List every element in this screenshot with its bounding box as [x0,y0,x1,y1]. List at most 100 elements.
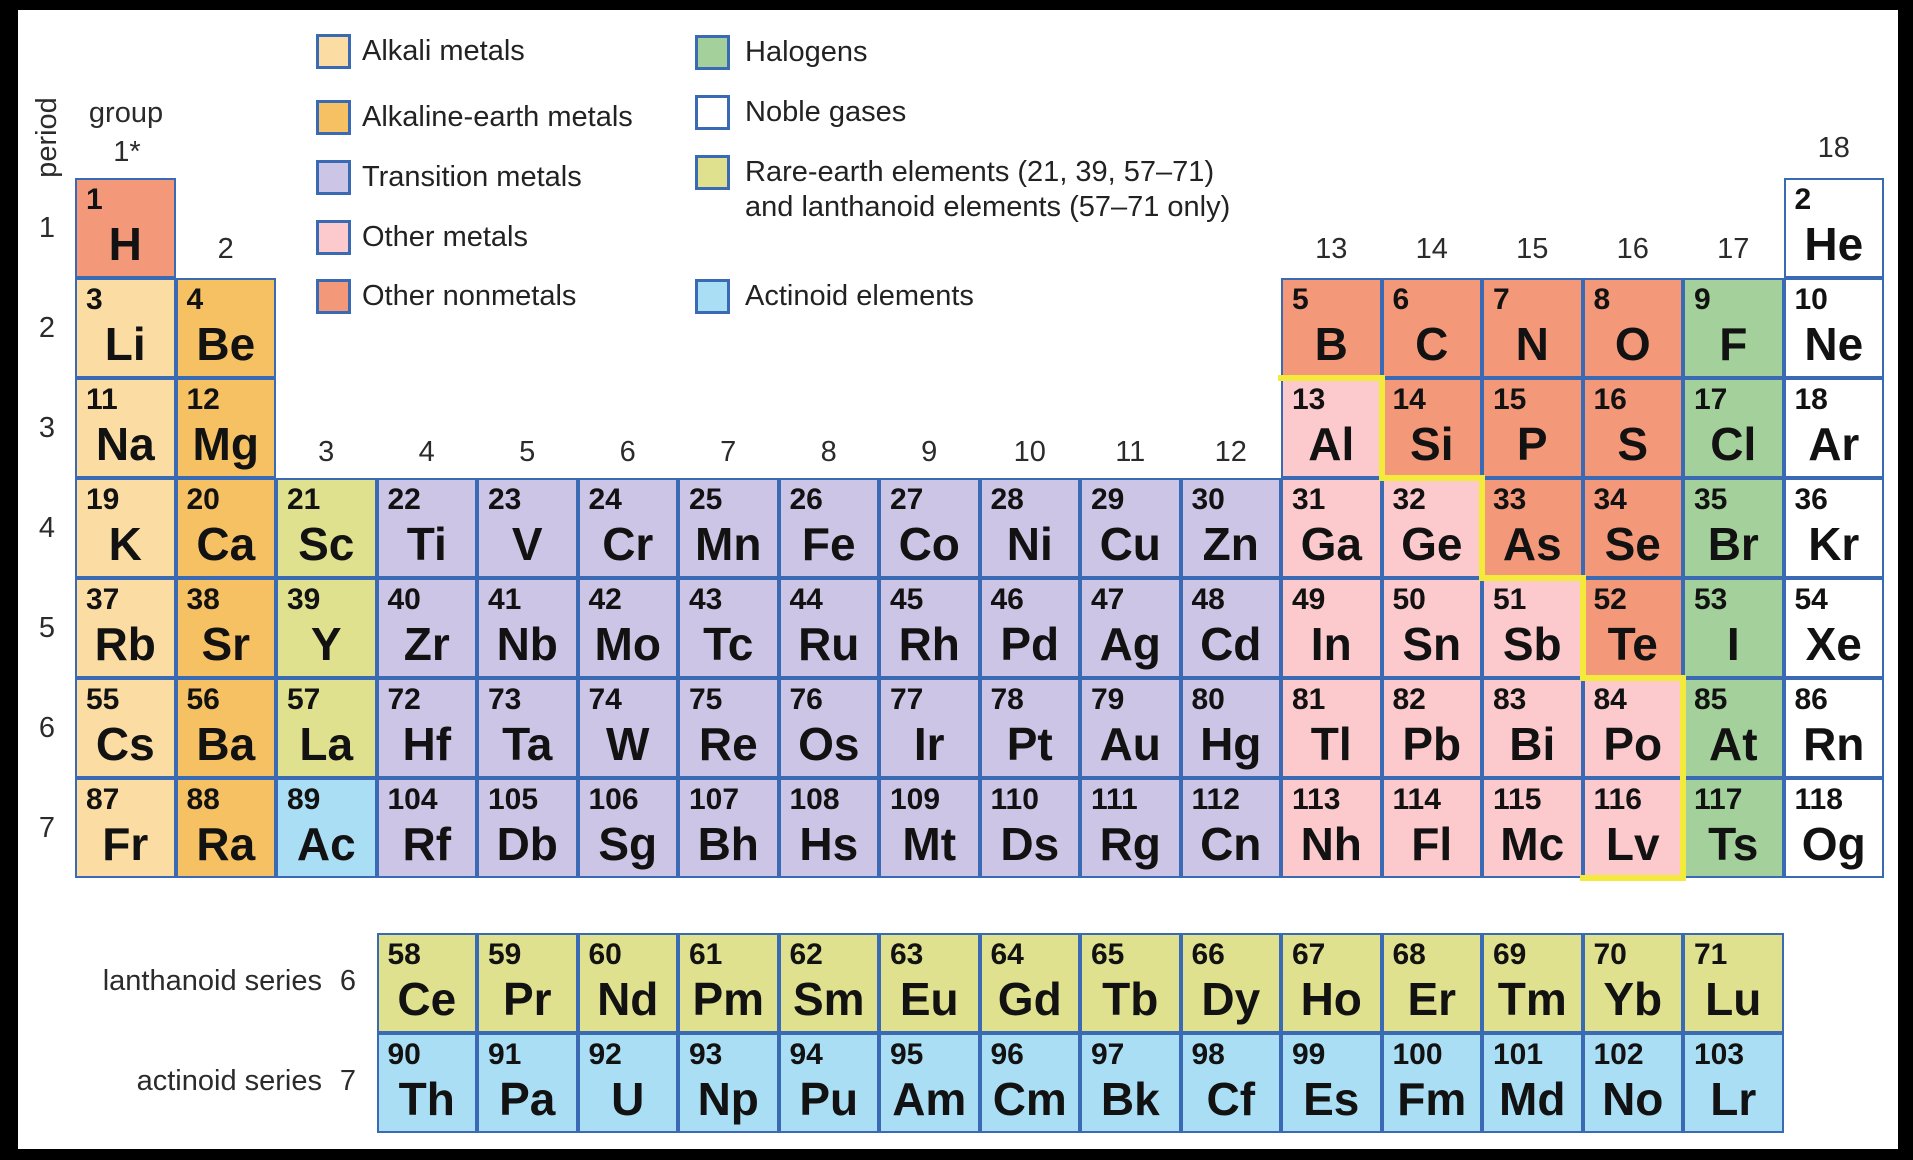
element-cell-P: 15 P [1482,378,1583,478]
atomic-number: 72 [387,683,421,716]
element-cell-Nb: 41 Nb [477,578,578,678]
element-cell-Yb: 70 Yb [1582,933,1683,1033]
atomic-number: 54 [1794,583,1828,616]
group-header-11: 11 [1115,436,1146,468]
legend-swatch-actinoid [695,278,730,314]
group-header-13: 13 [1315,233,1348,265]
element-symbol: Y [310,618,342,670]
element-cell-Ta: 73 Ta [477,678,578,778]
element-symbol: Ar [1808,418,1860,470]
element-symbol: Rn [1803,718,1865,770]
group-header-10: 10 [1013,436,1046,468]
element-cell-Ga: 31 Ga [1281,478,1382,578]
legend-swatch-noble [695,94,730,130]
element-symbol: Pd [1000,618,1060,670]
atomic-number: 18 [1794,383,1828,416]
element-cell-In: 49 In [1281,578,1382,678]
element-cell-Ba: 56 Ba [175,678,276,778]
element-cell-Am: 95 Am [879,1033,980,1133]
element-cell-La: 57 La [276,678,377,778]
element-cell-Pb: 82 Pb [1381,678,1482,778]
element-symbol: Mn [695,518,762,570]
element-symbol: N [1515,318,1549,370]
atomic-number: 69 [1493,938,1527,971]
atomic-number: 100 [1392,1038,1443,1071]
legend-swatch-halogen [695,34,730,70]
element-cell-Cs: 55 Cs [75,678,176,778]
element-symbol: Li [104,318,146,370]
group-header-3: 3 [318,436,335,468]
element-cell-Mc: 115 Mc [1482,778,1583,878]
group-header-17: 17 [1717,233,1750,265]
element-symbol: Co [898,518,960,570]
group-header-5: 5 [519,436,536,468]
atomic-number: 1 [86,183,103,216]
atomic-number: 70 [1593,938,1627,971]
period-axis-label: period [30,97,63,178]
element-symbol: No [1602,1073,1664,1125]
element-symbol: Cd [1200,618,1262,670]
element-cell-Tb: 65 Tb [1080,933,1181,1033]
element-symbol: Mc [1500,818,1565,870]
element-cell-Ge: 32 Ge [1381,478,1482,578]
element-cell-K: 19 K [75,478,176,578]
atomic-number: 108 [789,783,840,816]
element-cell-Hs: 108 Hs [778,778,879,878]
element-cell-Ho: 67 Ho [1281,933,1382,1033]
element-cell-W: 74 W [577,678,678,778]
element-symbol: Te [1607,618,1658,670]
atomic-number: 12 [186,383,220,416]
element-symbol: Ca [196,518,256,570]
element-symbol: Hs [799,818,859,870]
atomic-number: 8 [1593,283,1611,316]
atomic-number: 66 [1191,938,1225,971]
element-symbol: Gd [997,973,1062,1025]
metal-nonmetal-staircase-line [1579,575,1586,681]
legend-label-line: Other metals [362,220,528,253]
atomic-number: 63 [890,938,924,971]
element-symbol: Tb [1102,973,1159,1025]
element-symbol: Nh [1300,818,1362,870]
element-symbol: Rg [1099,818,1161,870]
legend-label-line: Alkali metals [362,34,525,67]
group-header-15: 15 [1516,233,1549,265]
element-cell-Li: 3 Li [75,278,176,378]
atomic-number: 114 [1392,783,1441,816]
element-cell-Ds: 110 Ds [979,778,1080,878]
group-header-2: 2 [217,233,234,265]
element-cell-Dy: 66 Dy [1180,933,1281,1033]
element-symbol: Sn [1402,618,1462,670]
element-symbol: Po [1603,718,1663,770]
element-symbol: C [1415,318,1449,370]
atomic-number: 107 [689,783,740,816]
atomic-number: 104 [387,783,438,816]
element-cell-Se: 34 Se [1582,478,1683,578]
atomic-number: 37 [86,583,120,616]
element-cell-Fe: 26 Fe [778,478,879,578]
period-number-1: 1 [38,212,56,244]
element-cell-Kr: 36 Kr [1783,478,1884,578]
element-cell-Md: 101 Md [1482,1033,1583,1133]
group-header-9: 9 [921,436,938,468]
element-cell-Cm: 96 Cm [979,1033,1080,1133]
element-symbol: Pa [499,1073,556,1125]
atomic-number: 40 [387,583,421,616]
element-cell-Lu: 71 Lu [1683,933,1784,1033]
atomic-number: 36 [1794,483,1828,516]
element-symbol: Dy [1201,973,1261,1025]
atomic-number: 13 [1292,383,1326,416]
atomic-number: 20 [186,483,220,516]
atomic-number: 33 [1493,483,1527,516]
atomic-number: 19 [86,483,120,516]
element-symbol: Es [1303,1073,1360,1125]
element-cell-Pd: 46 Pd [979,578,1080,678]
element-cell-Bh: 107 Bh [678,778,779,878]
element-symbol: Ta [502,718,553,770]
element-symbol: V [511,518,543,570]
atomic-number: 26 [789,483,823,516]
legend-label-line: Noble gases [745,95,907,128]
element-cell-At: 85 At [1683,678,1784,778]
element-cell-Rg: 111 Rg [1080,778,1181,878]
